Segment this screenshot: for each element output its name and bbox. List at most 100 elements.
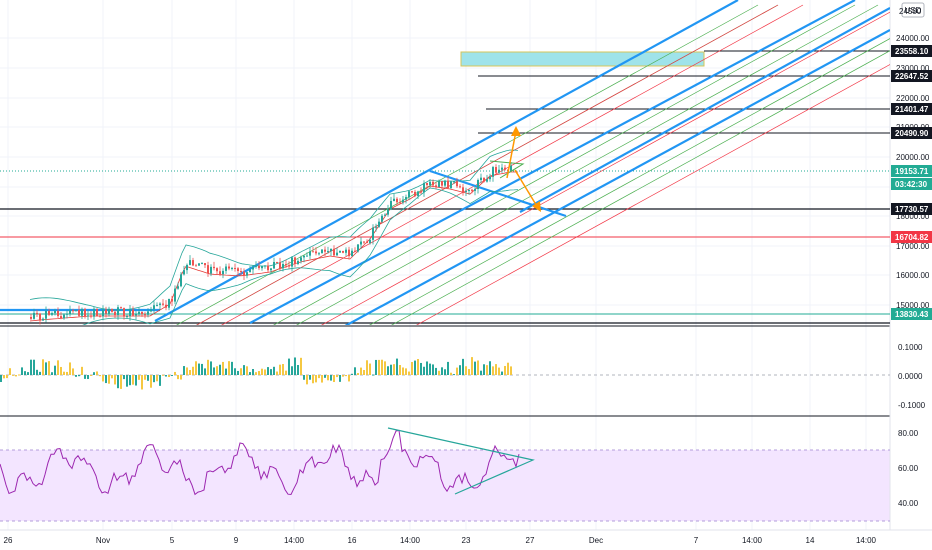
macd-bar <box>399 364 401 375</box>
arrow-up[interactable] <box>506 130 517 179</box>
rsi-axis[interactable]: 80.00 60.00 40.00 <box>898 429 919 508</box>
macd-bar <box>501 371 503 375</box>
price-label-text: 16704.82 <box>895 233 929 242</box>
price-tick: 22000.00 <box>896 94 930 103</box>
bollinger-line <box>29 171 518 322</box>
candle-body <box>402 199 404 203</box>
candle-body <box>459 186 461 188</box>
macd-bar <box>174 371 176 375</box>
macd-bar <box>12 374 14 376</box>
macd-bar <box>504 365 506 375</box>
candle-body <box>267 265 269 271</box>
macd-pane[interactable] <box>0 357 890 390</box>
channel-lower[interactable] <box>344 29 890 326</box>
macd-bar <box>210 361 212 375</box>
candle-body <box>60 316 62 319</box>
candle-body <box>102 309 104 317</box>
macd-bar <box>15 375 17 377</box>
candle-body <box>453 181 455 183</box>
macd-bar <box>150 375 152 388</box>
macd-bar <box>345 375 347 377</box>
macd-bar <box>480 370 482 375</box>
price-label-text: 20490.90 <box>895 129 929 138</box>
candle-body <box>495 167 497 173</box>
rsi-line <box>0 429 520 496</box>
currency-label: USD <box>905 6 922 15</box>
candle-body <box>363 241 365 243</box>
macd-bar <box>396 358 398 375</box>
price-label-bg <box>891 103 932 115</box>
macd-bar <box>306 375 308 385</box>
candle-body <box>429 181 431 186</box>
price-label-bg <box>891 178 932 190</box>
price-label-bg <box>891 165 932 177</box>
candle-body <box>177 286 179 289</box>
macd-bar <box>99 375 101 377</box>
macd-bar <box>48 361 50 375</box>
candle-body <box>456 181 458 187</box>
macd-bar <box>63 371 65 375</box>
macd-bar <box>33 359 35 375</box>
candle-body <box>345 249 347 253</box>
channel-outer[interactable] <box>519 7 890 213</box>
currency-badge[interactable]: USD <box>901 2 925 18</box>
candle-body <box>66 313 68 315</box>
macd-bar <box>318 375 320 379</box>
price-label-bg <box>891 45 932 57</box>
macd-bar <box>108 375 110 384</box>
macd-bar <box>135 375 137 386</box>
candle-body <box>273 262 275 269</box>
candle-body <box>30 317 32 319</box>
macd-bar <box>219 364 221 375</box>
time-axis[interactable]: 26 Nov 5 9 14:00 16 14:00 23 27 Dec 7 14:00 14 14:00 <box>4 536 877 545</box>
price-labels: 23558.10 22647.52 21401.47 20490.90 19153.71… <box>891 45 932 320</box>
time-tick: Nov <box>96 536 110 545</box>
price-label: 19153.71 <box>891 165 932 177</box>
price-label: 22647.52 <box>891 70 932 82</box>
macd-bar <box>336 375 338 378</box>
flag-line[interactable] <box>429 169 567 218</box>
macd-bar <box>81 366 83 375</box>
candle-body <box>222 270 224 275</box>
candle-body <box>504 167 506 170</box>
macd-bar <box>474 361 476 375</box>
fib-channel[interactable] <box>175 4 932 326</box>
macd-bar <box>282 364 284 375</box>
candle-body <box>294 257 296 265</box>
candle-body <box>207 265 209 274</box>
channel-middle[interactable] <box>249 0 856 324</box>
candle-body <box>93 308 95 317</box>
macd-axis[interactable]: 0.1000 0.0000 -0.1000 <box>898 343 926 410</box>
fib-line <box>416 64 890 325</box>
rsi-triangle[interactable] <box>387 427 535 495</box>
candle-body <box>306 255 308 257</box>
candle-body <box>147 311 149 315</box>
candle-body <box>282 264 284 269</box>
candle-body <box>321 249 323 254</box>
candle-body <box>36 312 38 314</box>
macd-bar <box>429 363 431 375</box>
candle-body <box>372 227 374 240</box>
rsi-pane[interactable] <box>0 427 890 522</box>
projection-arrows[interactable] <box>506 126 541 212</box>
target-zone[interactable] <box>460 51 705 67</box>
macd-bar <box>198 363 200 375</box>
macd-bar <box>180 375 182 380</box>
candle-body <box>471 189 473 191</box>
candle-body <box>108 308 110 314</box>
candle-body <box>156 304 158 306</box>
candle-body <box>240 271 242 273</box>
macd-bar <box>489 361 491 375</box>
candle-body <box>354 250 356 252</box>
arrow-down[interactable] <box>514 169 539 209</box>
macd-bar <box>384 361 386 375</box>
time-tick: 5 <box>170 536 175 545</box>
macd-bar <box>27 372 29 375</box>
candle-body <box>279 262 281 269</box>
macd-bar <box>243 365 245 375</box>
candle-body <box>183 270 185 275</box>
candle-body <box>318 253 320 255</box>
macd-bar <box>24 371 26 375</box>
candle-body <box>342 250 344 253</box>
